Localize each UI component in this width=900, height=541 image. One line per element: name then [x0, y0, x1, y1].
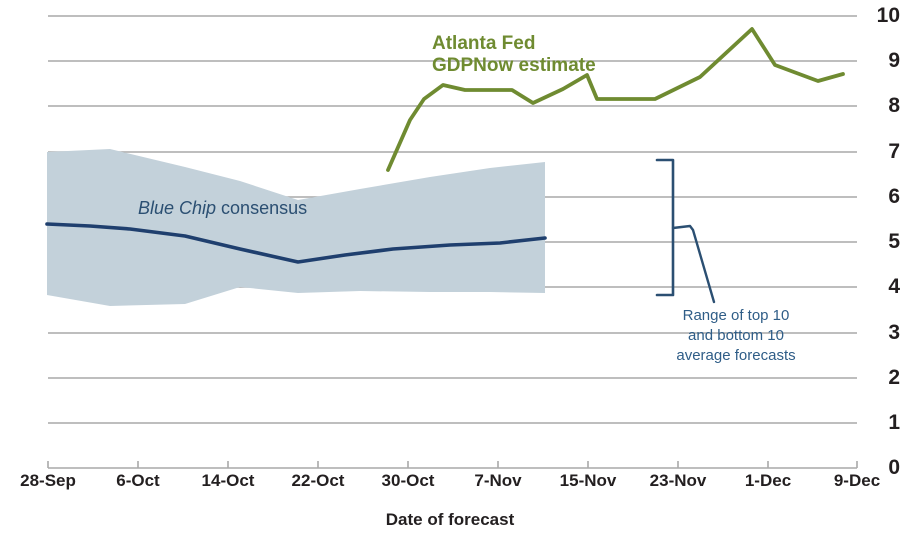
- range-bracket-pointer: [671, 224, 716, 304]
- x-tick-label-22-oct: 22-Oct: [291, 471, 345, 490]
- y-tick-label-8: 8: [888, 94, 900, 117]
- x-tick-label-15-nov: 15-Nov: [559, 471, 617, 490]
- y-tick-label-2: 2: [888, 366, 900, 389]
- x-axis-title: Date of forecast: [385, 510, 515, 529]
- y-tick-label-5: 5: [888, 230, 900, 253]
- gdpnow-series-label: Atlanta Fed GDPNow estimate: [432, 33, 596, 77]
- blue-chip-consensus-line: [45, 222, 547, 264]
- range-bracket: [655, 158, 675, 297]
- x-tick-label-1-dec: 1-Dec: [744, 471, 792, 490]
- range-callout-line1: Range of top 10: [682, 307, 790, 324]
- range-callout-label: Range of top 10 and bottom 10 average fo…: [648, 306, 824, 365]
- blue-chip-series-label-rest: consensus: [216, 198, 308, 218]
- range-callout-line3: average forecasts: [676, 346, 796, 364]
- x-tick-label-6-oct: 6-Oct: [116, 471, 160, 490]
- x-tick-label-7-nov: 7-Nov: [474, 471, 522, 490]
- y-tick-label-0: 0: [888, 456, 900, 479]
- y-tick-label-1: 1: [888, 411, 900, 434]
- y-tick-label-6: 6: [888, 185, 900, 208]
- range-callout-line2: and bottom 10: [688, 326, 784, 344]
- blue-chip-series-label: Blue Chip consensus: [138, 198, 307, 219]
- x-tick-label-14-oct: 14-Oct: [201, 471, 255, 490]
- x-axis-ticks: [47, 461, 858, 468]
- gdpnow-estimate-line: [386, 27, 845, 172]
- y-tick-label-10: 10: [876, 4, 900, 27]
- y-tick-label-3: 3: [888, 321, 900, 344]
- y-tick-label-9: 9: [888, 49, 900, 72]
- forecast-range-band: [47, 149, 545, 306]
- y-tick-label-4: 4: [888, 275, 900, 298]
- x-tick-label-30-oct: 30-Oct: [381, 471, 435, 490]
- x-tick-label-23-nov: 23-Nov: [649, 471, 707, 490]
- gdpnow-series-label-line2: GDPNow estimate: [432, 54, 596, 76]
- y-tick-label-7: 7: [888, 140, 900, 163]
- gdpnow-series-label-line1: Atlanta Fed: [432, 33, 536, 54]
- blue-chip-series-label-emphasis: Blue Chip: [138, 198, 217, 218]
- x-tick-label-28-sep: 28-Sep: [20, 471, 76, 490]
- x-tick-label-9-dec: 9-Dec: [833, 471, 881, 490]
